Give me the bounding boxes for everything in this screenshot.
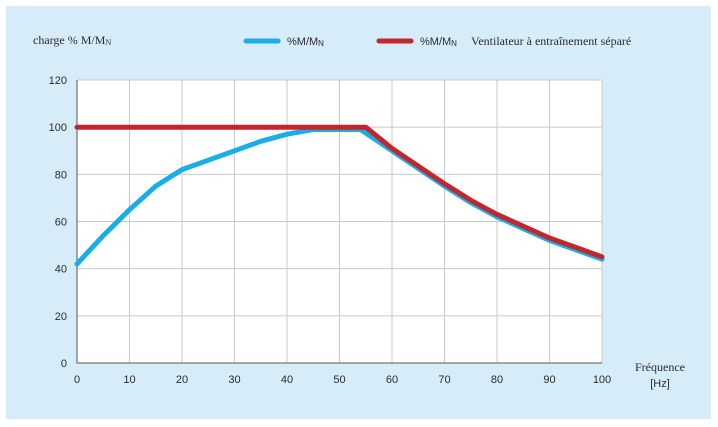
legend-label-red-suffix: Ventilateur à entraînement séparé xyxy=(471,34,631,48)
y-tick-label-40: 40 xyxy=(55,264,67,276)
x-tick-label-90: 90 xyxy=(543,374,555,386)
x-tick-label-70: 70 xyxy=(438,374,450,386)
x-tick-label-20: 20 xyxy=(176,374,188,386)
y-tick-label-60: 60 xyxy=(55,217,67,229)
y-axis-label: charge % M/MN xyxy=(33,33,111,47)
y-tick-label-0: 0 xyxy=(61,358,67,370)
x-tick-labels: 0 10 20 30 40 50 60 70 80 90 100 xyxy=(74,374,611,386)
x-tick-label-80: 80 xyxy=(491,374,503,386)
y-tick-label-100: 100 xyxy=(49,122,67,134)
x-axis-label: Fréquence xyxy=(635,360,685,374)
y-tick-labels: 0 20 40 60 80 100 120 xyxy=(49,75,67,370)
x-axis-unit: [Hz] xyxy=(650,378,670,390)
legend-label-red: %M/MN xyxy=(420,36,457,48)
y-axis-label-subscript: N xyxy=(105,38,111,47)
legend-label-blue: %M/MN xyxy=(287,36,324,48)
x-tick-label-40: 40 xyxy=(281,374,293,386)
x-tick-label-50: 50 xyxy=(333,374,345,386)
legend: %M/MN %M/MN Ventilateur à entraînement s… xyxy=(243,34,631,48)
chart-card: charge % M/MN %M/MN %M/MN Ventilateur à … xyxy=(6,6,711,419)
series-lines xyxy=(74,124,605,267)
x-tick-label-100: 100 xyxy=(593,374,611,386)
x-tick-label-30: 30 xyxy=(228,374,240,386)
y-tick-label-120: 120 xyxy=(49,75,67,87)
series-line-separate-fan xyxy=(74,124,605,260)
y-tick-label-80: 80 xyxy=(55,169,67,181)
x-tick-label-0: 0 xyxy=(74,374,80,386)
x-tick-label-10: 10 xyxy=(123,374,135,386)
x-tick-label-60: 60 xyxy=(386,374,398,386)
load-frequency-chart: charge % M/MN %M/MN %M/MN Ventilateur à … xyxy=(33,33,685,390)
y-axis-label-main: charge % M/M xyxy=(33,33,106,47)
y-tick-label-20: 20 xyxy=(55,311,67,323)
